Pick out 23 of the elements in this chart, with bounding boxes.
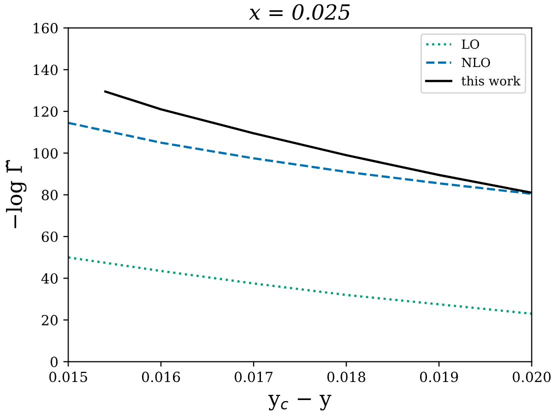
x-tick-label: 0.016 <box>142 372 180 382</box>
legend-label: NLO <box>462 58 490 68</box>
y-axis-title: −log Γ̃ <box>6 160 26 228</box>
line-series <box>68 256 532 315</box>
y-tick-label: 60 <box>42 232 58 242</box>
x-axis-title: y$_{c}$ − y <box>268 394 332 410</box>
y-tick-label: 40 <box>41 273 58 284</box>
x-tick-label: 0.017 <box>234 372 273 382</box>
y-tick-label: 160 <box>34 22 58 34</box>
line-series <box>68 122 532 195</box>
x-tick-label: 0.015 <box>49 372 88 382</box>
chart-title: x = 0.025 <box>248 4 350 20</box>
x-tick-label: 0.020 <box>512 372 551 382</box>
y-tick-label: 140 <box>34 64 58 76</box>
y-tick-label: 0 <box>50 356 58 368</box>
x-tick-label: 0.018 <box>327 372 366 382</box>
y-tick-label: 100 <box>34 148 58 159</box>
y-tick-label: 120 <box>34 106 58 117</box>
x-tick-label: 0.019 <box>420 372 458 382</box>
y-tick-label: 80 <box>42 190 58 200</box>
legend-label: this work <box>462 76 521 86</box>
legend-label: LO <box>462 39 480 49</box>
y-tick-label: 20 <box>42 314 58 326</box>
